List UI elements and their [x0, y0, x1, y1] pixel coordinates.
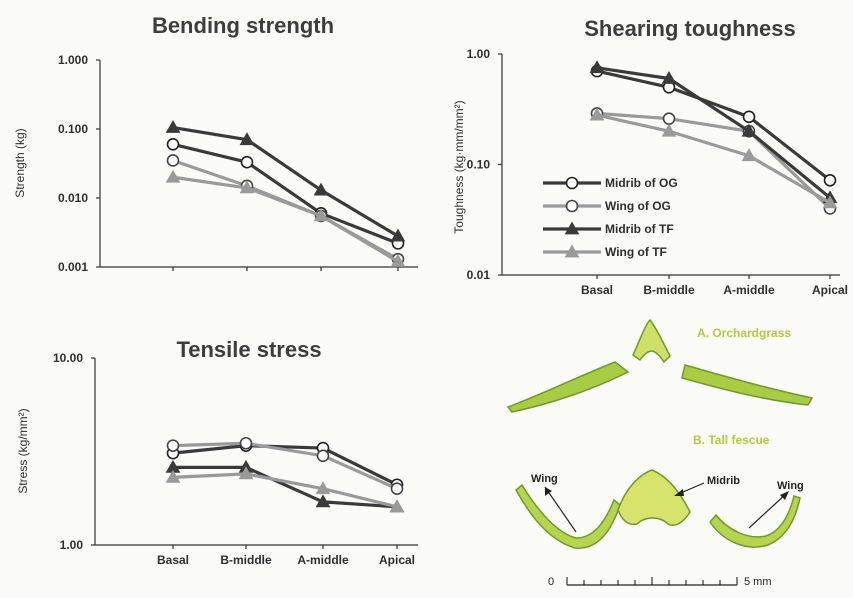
data-point [822, 195, 838, 209]
photo-label-orchardgrass: A. Orchardgrass [697, 326, 791, 340]
data-point [589, 107, 605, 121]
data-point [239, 132, 255, 146]
data-point [661, 123, 677, 137]
data-point [166, 154, 180, 167]
data-point [741, 123, 757, 137]
orchardgrass-left-wing [506, 361, 630, 413]
data-point [165, 169, 181, 183]
y-axis-label: Strength (kg) [13, 128, 27, 197]
scale-label-end: 5 mm [744, 576, 772, 588]
tallfescue-right-wing [709, 495, 801, 548]
legend: Midrib of OG Wing of OG Midrib of TF Wing o… [543, 176, 678, 259]
data-point [313, 208, 329, 222]
y-tick-label: 0.100 [58, 122, 88, 136]
x-tick-label: Basal [157, 553, 189, 567]
data-point [741, 148, 757, 162]
series-line [596, 113, 831, 205]
legend-marker [565, 176, 579, 190]
photo-label-tall-fescue: B. Tall fescue [693, 433, 770, 447]
data-point [316, 449, 330, 463]
series-line [172, 158, 399, 261]
y-tick-label: 1.00 [60, 538, 84, 552]
data-point [390, 482, 404, 496]
chart-bending-strength: Bending strength 1.000 0.100 0.010 0.001 Stre… [13, 13, 418, 274]
chart-title: Tensile stress [176, 337, 321, 362]
data-point [742, 110, 756, 124]
y-tick-label: 10.00 [53, 351, 83, 365]
data-point [239, 436, 253, 450]
y-tick-label: 1.000 [58, 53, 88, 67]
data-point [661, 71, 677, 84]
photo-label-midrib: Midrib [707, 475, 740, 487]
x-tick-label: B-middle [643, 283, 695, 297]
legend-marker [564, 244, 580, 258]
series-line [173, 465, 398, 509]
tallfescue-left-wing [515, 483, 621, 549]
data-point [240, 155, 254, 169]
x-tick-label: B-middle [220, 553, 272, 567]
photo-label-wing-right: Wing [777, 480, 804, 492]
data-point [238, 466, 254, 480]
data-point [166, 439, 180, 452]
data-point [662, 112, 676, 125]
data-point [315, 481, 331, 495]
y-tick-label: 1.00 [467, 47, 491, 61]
data-point [589, 60, 605, 74]
data-point [165, 469, 181, 483]
series-line [172, 441, 398, 491]
series-line [172, 472, 398, 509]
data-point [390, 228, 406, 242]
x-tick-label: A-middle [297, 553, 349, 567]
orchardgrass-right-wing [681, 364, 814, 406]
legend-item-label: Wing of TF [605, 245, 667, 259]
x-tick-label: Apical [379, 553, 415, 567]
chart-shearing-toughness: Shearing toughness 1.00 0.10 0.01 Basal B-mid… [452, 16, 848, 297]
series-line [596, 69, 831, 182]
scale-label-start: 0 [548, 576, 554, 588]
arrow-wing-left [544, 486, 577, 533]
photo-label-wing-left: Wing [531, 473, 558, 485]
data-point [166, 138, 180, 151]
data-point [313, 182, 329, 196]
legend-item-label: Midrib of TF [605, 222, 674, 236]
y-axis-label: Toughness (kg·mm/mm²) [452, 100, 466, 233]
chart-title: Shearing toughness [584, 16, 795, 41]
legend-item-label: Wing of OG [605, 199, 671, 213]
arrow-midrib-head [674, 489, 684, 496]
data-point [165, 120, 181, 133]
y-tick-label: 0.10 [467, 158, 491, 172]
series-line [172, 175, 399, 263]
y-tick-label: 0.01 [467, 268, 491, 282]
chart-title: Bending strength [152, 13, 334, 38]
series-line [596, 66, 832, 200]
data-point [823, 173, 837, 187]
data-point [389, 499, 405, 513]
data-point [239, 180, 255, 194]
legend-marker [564, 221, 580, 235]
data-point [315, 494, 331, 508]
series-line [172, 142, 399, 245]
x-tick-label: A-middle [723, 283, 775, 297]
series-line [172, 444, 398, 487]
legend-marker [565, 199, 579, 213]
y-axis-label: Stress (kg/mm²) [16, 408, 30, 493]
series-line [172, 125, 399, 238]
x-tick-label: Apical [812, 283, 848, 297]
arrow-wing-left-head [545, 487, 552, 496]
leaf-cross-section-photo: A. Orchardgrass B. Tall fescue Wing Midr… [506, 318, 814, 588]
orchardgrass-midrib [632, 318, 671, 364]
x-tick-label: Basal [581, 283, 613, 297]
arrow-wing-right [748, 492, 788, 529]
data-point [390, 254, 406, 267]
y-tick-label: 0.001 [58, 260, 88, 274]
y-tick-label: 0.010 [58, 191, 88, 205]
legend-item-label: Midrib of OG [605, 176, 678, 190]
arrow-wing-right-head [780, 491, 789, 500]
scale-ticks [566, 577, 738, 585]
chart-tensile-stress: Tensile stress 10.00 1.00 Basal B-middle A-mi… [16, 337, 418, 567]
series-line [596, 111, 832, 210]
tallfescue-midrib [617, 469, 691, 526]
